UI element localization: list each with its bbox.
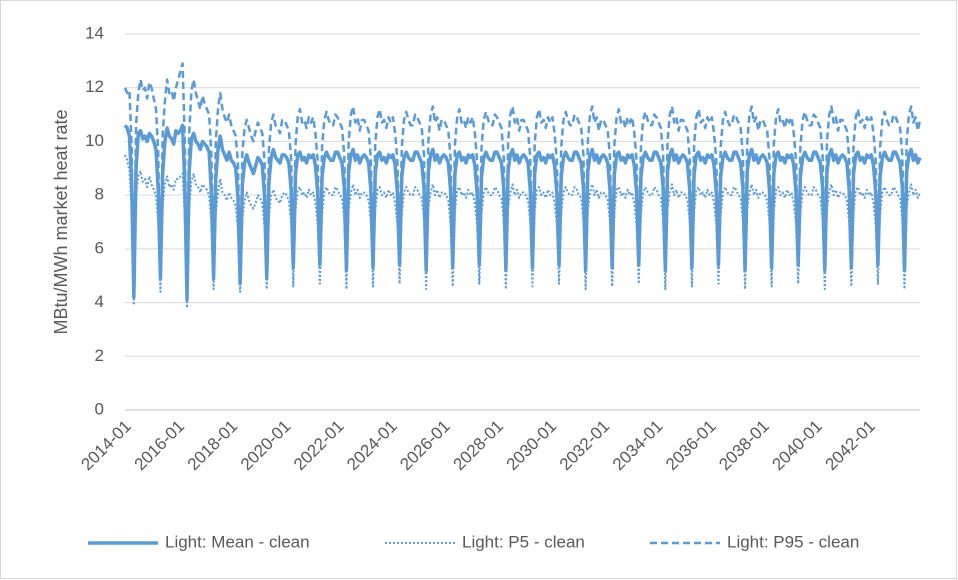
y-tick-label: 10 bbox=[85, 131, 104, 150]
legend-label: Light: P5 - clean bbox=[462, 532, 585, 551]
series-line bbox=[123, 62, 922, 296]
y-tick-label: 8 bbox=[95, 185, 104, 204]
y-axis-label: MBtu/MWh market heat rate bbox=[51, 109, 71, 334]
series-line bbox=[123, 123, 922, 302]
series-line bbox=[124, 154, 921, 309]
y-tick-label: 6 bbox=[95, 238, 104, 257]
y-tick-label: 4 bbox=[95, 292, 104, 311]
y-tick-label: 14 bbox=[85, 23, 104, 42]
y-tick-label: 2 bbox=[95, 346, 104, 365]
legend-label: Light: P95 - clean bbox=[727, 532, 859, 551]
legend-label: Light: Mean - clean bbox=[165, 532, 310, 551]
y-tick-label: 12 bbox=[85, 77, 104, 96]
y-tick-label: 0 bbox=[95, 399, 104, 418]
